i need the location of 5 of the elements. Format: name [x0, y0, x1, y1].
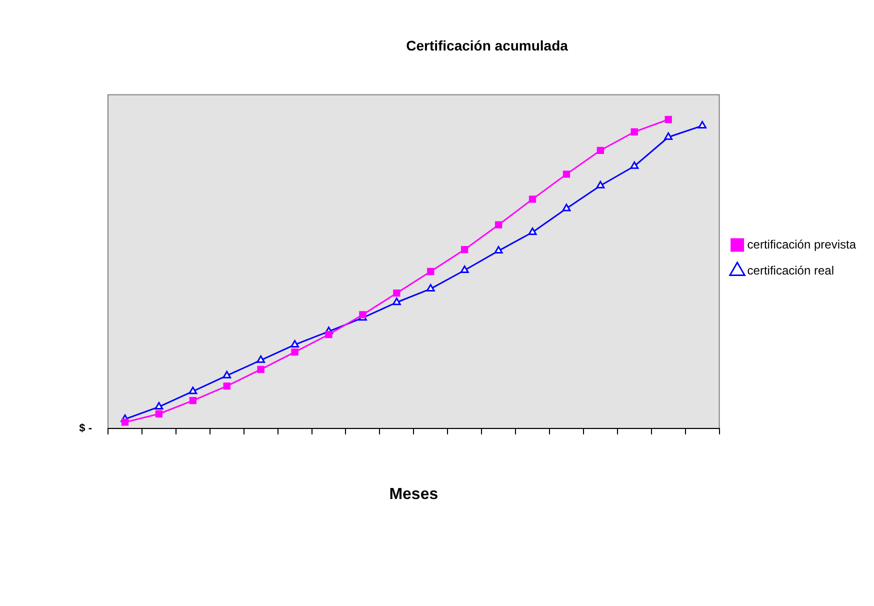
legend-label: certificación real [747, 263, 834, 278]
legend-label: certificación prevista [747, 237, 856, 252]
chart-title: Certificación acumulada [406, 37, 568, 54]
x-axis-title: Meses [389, 486, 438, 503]
text: $ - [79, 422, 92, 434]
